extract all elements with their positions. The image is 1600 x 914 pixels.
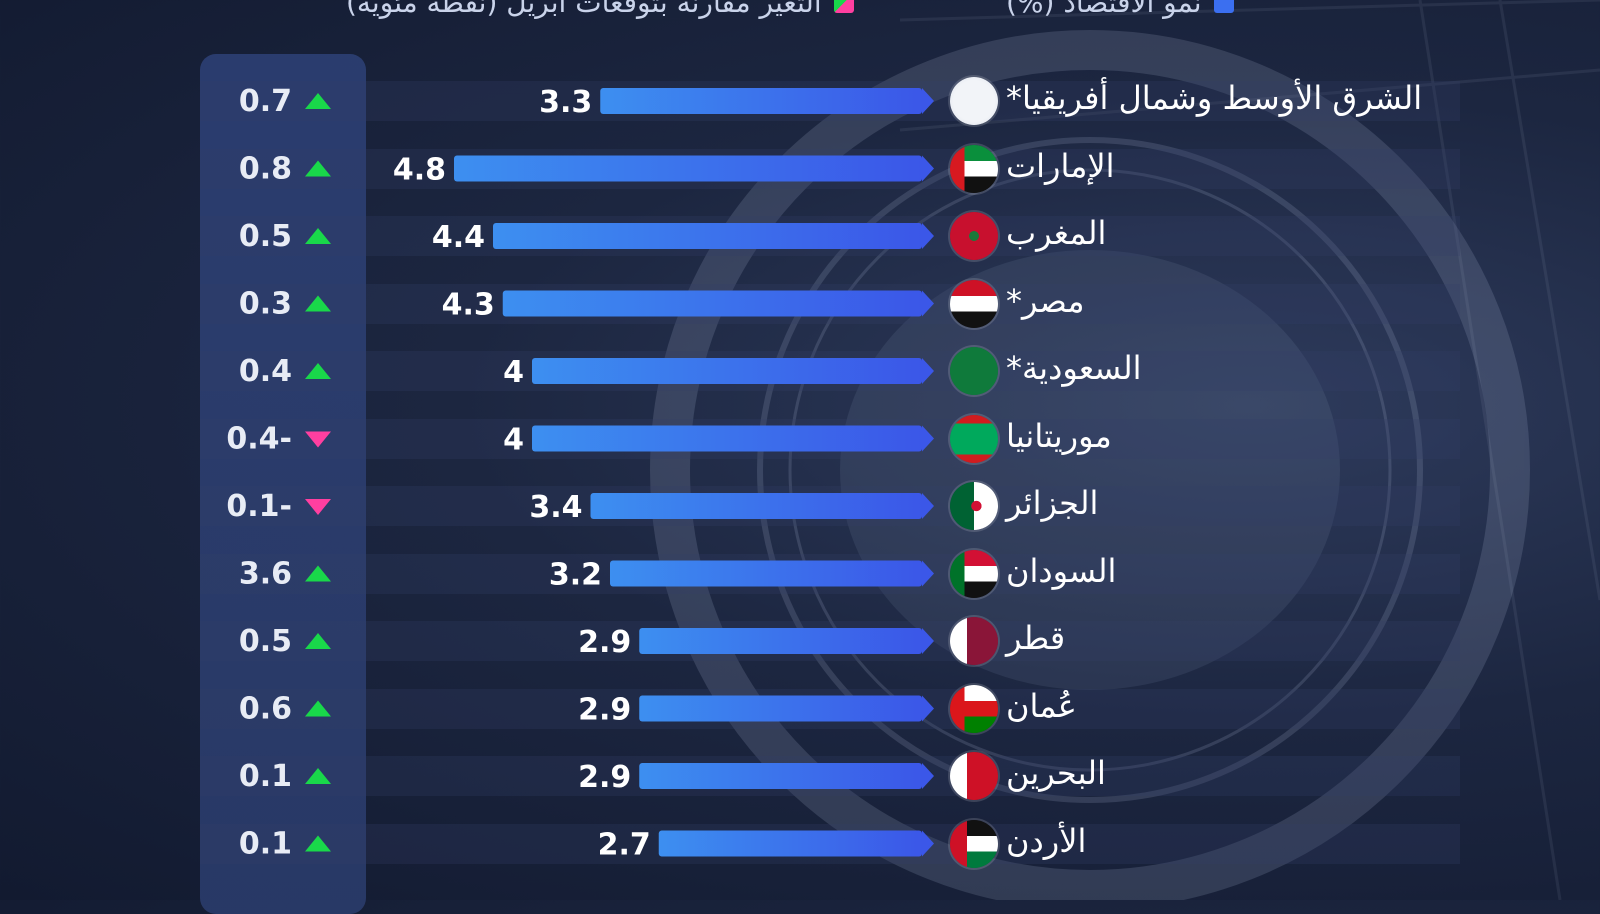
change-value-label: 0.6 <box>239 692 292 727</box>
arrow-down-icon <box>305 431 331 448</box>
country-name-label: قطر <box>1006 619 1066 657</box>
growth-value-label: 3.2 <box>549 558 602 593</box>
qatar-flag-icon <box>950 617 998 665</box>
growth-value-label: 4.8 <box>393 153 446 188</box>
country-name-label: موريتانيا <box>1006 416 1112 455</box>
change-value-label: 0.1- <box>226 489 292 524</box>
growth-bar <box>454 155 922 182</box>
growth-bar <box>639 763 922 789</box>
saudi-flag-icon <box>950 347 998 395</box>
growth-bar <box>532 358 922 384</box>
growth-value-label: 4 <box>503 355 524 390</box>
growth-bar-tip <box>922 425 934 452</box>
growth-bar <box>639 695 922 722</box>
legend-growth: نمو الاقتصاد (%) <box>1006 0 1234 19</box>
growth-value-label: 4.3 <box>442 288 495 323</box>
change-value-label: 0.1 <box>239 827 292 862</box>
growth-value-label: 4 <box>503 423 524 458</box>
change-value-label: 0.1 <box>239 759 292 794</box>
growth-bar-tip <box>922 155 934 182</box>
mauritania-flag-icon <box>950 414 998 463</box>
country-name-label: السودان <box>1006 551 1117 590</box>
algeria-flag-icon <box>950 482 998 530</box>
arrow-up-icon <box>305 835 331 852</box>
arrow-up-icon <box>305 363 331 379</box>
uae-flag-icon <box>950 144 998 193</box>
arrow-up-icon <box>305 633 331 649</box>
growth-bar-tip <box>922 628 934 654</box>
legend-change: التغير مقارنة بتوقعات أبريل (نقطة مئوية) <box>346 0 854 19</box>
legend-growth-swatch <box>1213 0 1234 13</box>
growth-bar <box>639 628 922 654</box>
country-name-label: الجزائر <box>1006 484 1099 522</box>
growth-bar <box>600 88 922 114</box>
change-value-label: 0.5 <box>239 624 292 659</box>
arrow-up-icon <box>305 768 331 784</box>
mena-map-icon <box>950 77 998 125</box>
change-value-label: 0.4- <box>226 422 292 457</box>
arrow-up-icon <box>305 228 331 244</box>
growth-bar-tip <box>922 763 934 789</box>
growth-value-label: 2.7 <box>598 828 651 863</box>
bahrain-flag-icon <box>950 752 998 800</box>
country-name-label: المغرب <box>1006 214 1107 252</box>
country-name-label: البحرين <box>1006 754 1106 792</box>
arrow-down-icon <box>305 499 331 515</box>
country-name-label: عُمان <box>1006 686 1077 725</box>
arrow-up-icon <box>305 700 331 717</box>
legend-change-swatch <box>833 0 854 13</box>
sudan-flag-icon <box>950 549 998 598</box>
arrow-up-icon <box>305 160 331 177</box>
arrow-up-icon <box>305 93 331 109</box>
growth-bar <box>532 425 922 452</box>
legend-change-label: التغير مقارنة بتوقعات أبريل (نقطة مئوية) <box>346 0 822 19</box>
country-name-label: مصر* <box>1006 281 1085 320</box>
growth-bar-tip <box>922 695 934 722</box>
growth-bar <box>658 830 922 857</box>
growth-bar-tip <box>922 560 934 587</box>
country-name-label: الأردن <box>1006 821 1087 860</box>
growth-bar-tip <box>922 493 934 519</box>
arrow-up-icon <box>305 295 331 312</box>
growth-bar-tip <box>922 358 934 384</box>
legend: نمو الاقتصاد (%) التغير مقارنة بتوقعات أ… <box>0 0 1600 26</box>
country-name-label: السعودية* <box>1006 349 1142 387</box>
change-value-label: 3.6 <box>239 557 292 592</box>
growth-bar-tip <box>922 223 934 249</box>
growth-bar <box>502 290 922 317</box>
change-value-label: 0.4 <box>239 354 292 389</box>
growth-value-label: 3.4 <box>529 490 582 525</box>
change-value-label: 0.7 <box>239 84 292 119</box>
growth-bar <box>590 493 922 519</box>
jordan-flag-icon <box>950 819 998 868</box>
change-column-panel <box>200 54 366 914</box>
growth-bar <box>610 560 922 587</box>
morocco-flag-icon <box>950 212 998 260</box>
legend-growth-label: نمو الاقتصاد (%) <box>1006 0 1202 19</box>
growth-value-label: 2.9 <box>578 760 631 795</box>
growth-bar-tip <box>922 88 934 114</box>
arrow-up-icon <box>305 565 331 582</box>
growth-bar-tip <box>922 290 934 317</box>
growth-bar <box>493 223 922 249</box>
change-value-label: 0.3 <box>239 287 292 322</box>
growth-value-label: 2.9 <box>578 625 631 660</box>
country-name-label: الإمارات <box>1006 146 1115 185</box>
growth-value-label: 3.3 <box>539 85 592 120</box>
growth-value-label: 2.9 <box>578 693 631 728</box>
growth-bar-tip <box>922 830 934 857</box>
change-value-label: 0.8 <box>239 152 292 187</box>
change-value-label: 0.5 <box>239 219 292 254</box>
country-name-label: الشرق الأوسط وشمال أفريقيا* <box>1006 79 1423 117</box>
egypt-flag-icon <box>950 279 998 328</box>
growth-value-label: 4.4 <box>432 220 485 255</box>
oman-flag-icon <box>950 684 998 733</box>
